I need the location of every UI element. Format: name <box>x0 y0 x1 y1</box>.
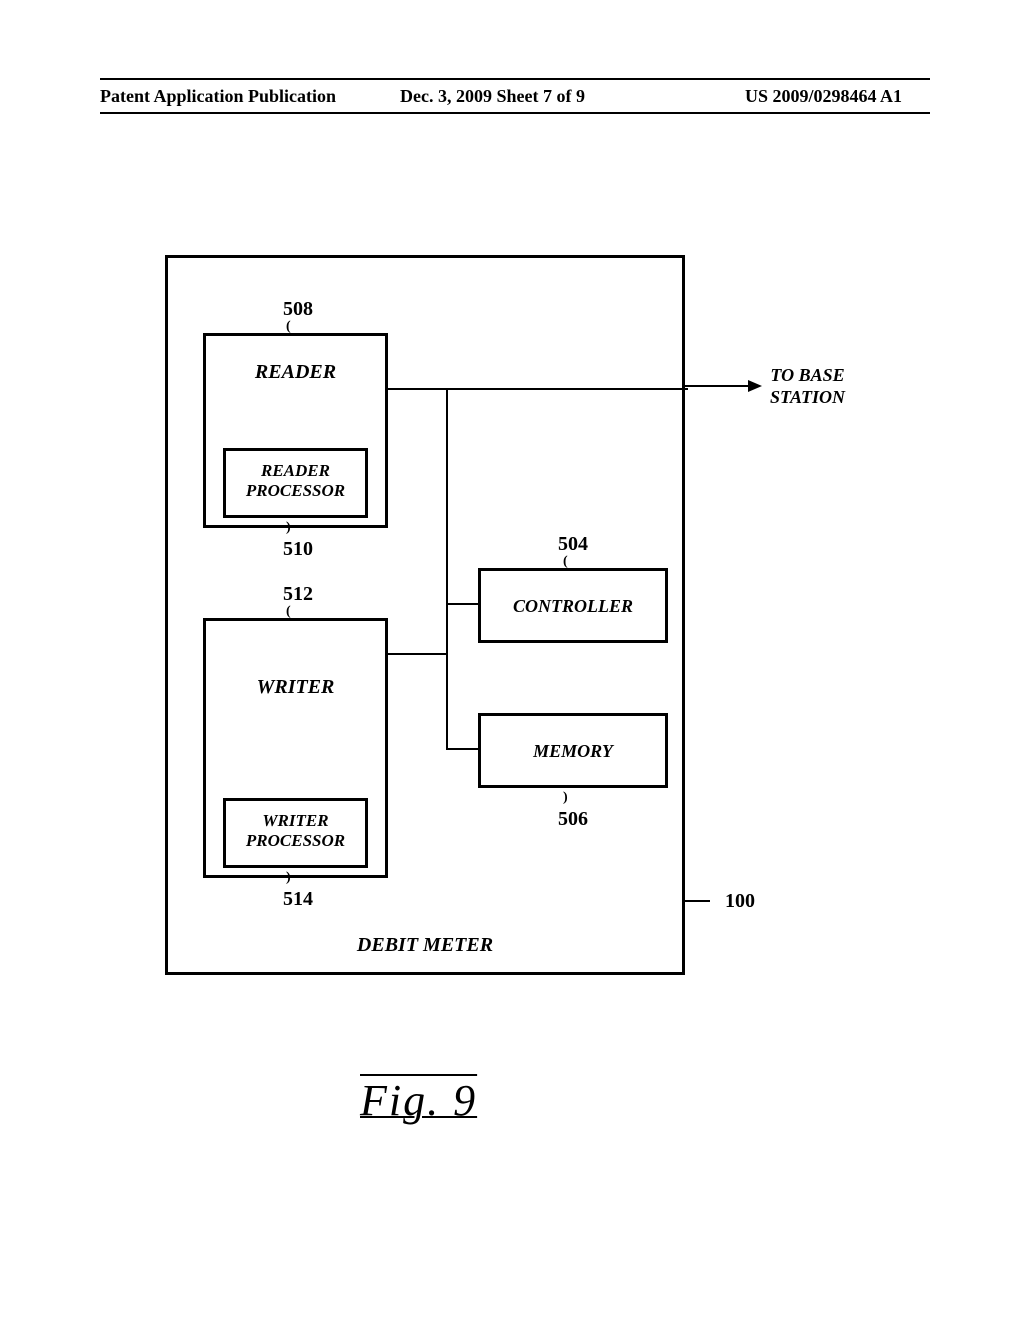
header-center: Dec. 3, 2009 Sheet 7 of 9 <box>400 86 585 107</box>
debit-meter-ref: 100 <box>715 890 765 913</box>
header-rule-top <box>100 78 930 80</box>
writer-processor-label: WRITER PROCESSOR <box>226 811 365 852</box>
controller-ref: 504 <box>523 533 623 556</box>
reader-processor-brace: ) <box>286 520 291 536</box>
controller-label: CONTROLLER <box>481 596 665 617</box>
writer-processor-ref: 514 <box>248 888 348 911</box>
memory-brace: ) <box>563 790 568 806</box>
memory-box: MEMORY <box>478 713 668 788</box>
figure-caption-text: Fig. 9 <box>360 1076 477 1125</box>
reader-ref: 508 <box>248 298 348 321</box>
to-base-station-label: TO BASE STATION <box>770 365 845 408</box>
header-rule-bottom <box>100 112 930 114</box>
edge-to-base-station <box>685 385 750 387</box>
writer-ref: 512 <box>248 583 348 606</box>
header-right: US 2009/0298464 A1 <box>745 86 902 107</box>
edge-bus-memory <box>446 748 481 750</box>
reader-brace: ( <box>286 319 291 335</box>
reader-processor-ref: 510 <box>248 538 348 561</box>
edge-vertical-bus <box>446 388 448 750</box>
writer-processor-box: WRITER PROCESSOR <box>223 798 368 868</box>
debit-meter-box: READER 508 ( READER PROCESSOR 510 ) WRIT… <box>165 255 685 975</box>
edge-bus-writer <box>388 653 448 655</box>
writer-processor-brace: ) <box>286 870 291 886</box>
memory-ref: 506 <box>523 808 623 831</box>
arrow-base-station <box>748 380 762 392</box>
controller-box: CONTROLLER <box>478 568 668 643</box>
edge-reader-out <box>388 388 688 390</box>
writer-brace: ( <box>286 604 291 620</box>
controller-brace: ( <box>563 554 568 570</box>
figure-caption: Fig. 9 <box>360 1075 477 1126</box>
ref-100-leader <box>685 900 710 902</box>
edge-bus-controller <box>446 603 481 605</box>
page: Patent Application Publication Dec. 3, 2… <box>0 0 1024 1320</box>
reader-processor-box: READER PROCESSOR <box>223 448 368 518</box>
header-left: Patent Application Publication <box>100 86 336 107</box>
reader-label: READER <box>206 361 385 384</box>
memory-label: MEMORY <box>481 741 665 762</box>
debit-meter-label: DEBIT METER <box>168 934 682 957</box>
writer-label: WRITER <box>206 676 385 699</box>
reader-processor-label: READER PROCESSOR <box>226 461 365 502</box>
